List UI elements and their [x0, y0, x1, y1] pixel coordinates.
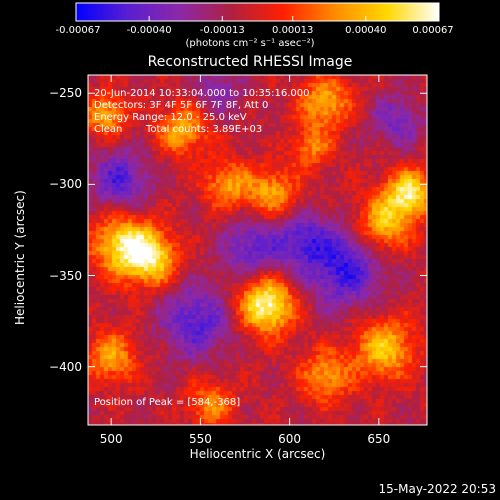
colorbar-tick-label: -0.00040 [126, 25, 172, 36]
heatmap-image [88, 75, 427, 425]
x-tick-label: 550 [188, 432, 212, 446]
colorbar-units-label: (photons cm⁻² s⁻¹ asec⁻²) [185, 38, 315, 49]
annotation-detectors: Detectors: 3F 4F 5F 6F 7F 8F, Att 0 [94, 100, 269, 111]
x-tick-label: 500 [99, 432, 123, 446]
annotation-total-counts: Total counts: 3.89E+03 [146, 124, 263, 135]
y-tick-label: −350 [49, 268, 82, 283]
plot-frame [87, 74, 428, 426]
colorbar-tick-label: 0.00040 [345, 25, 387, 36]
colorbar-ticks [75, 16, 440, 21]
annotation-peak-position: Position of Peak = [584,-368] [94, 397, 241, 408]
chart-title: Reconstructed RHESSI Image [147, 54, 353, 70]
y-tick-label: −300 [49, 177, 82, 192]
y-axis-ticks [88, 92, 427, 368]
annotation-energy-range: Energy Range: 12.0 - 25.0 keV [94, 112, 247, 123]
y-axis-label: Heliocentric Y (arcsec) [13, 190, 27, 325]
colorbar-gradient [75, 2, 440, 22]
annotation-time-range: 20-Jun-2014 10:33:04.000 to 10:35:16.000 [94, 88, 310, 99]
colorbar-tick-label: -0.00013 [199, 25, 245, 36]
x-axis-ticks [110, 75, 380, 425]
y-tick-label: −400 [49, 359, 82, 374]
x-axis-label: Heliocentric X (arcsec) [189, 447, 326, 461]
footer-date: 15-May-2022 20:53 [378, 482, 496, 496]
colorbar-tick-label: 0.00067 [412, 25, 454, 36]
y-tick-label: −250 [49, 86, 82, 101]
annotation-clean: Clean [94, 124, 123, 135]
colorbar-tick-label: -0.00067 [55, 25, 101, 36]
x-tick-label: 650 [367, 432, 391, 446]
colorbar-tick-label: 0.00013 [272, 25, 314, 36]
x-tick-label: 600 [278, 432, 302, 446]
